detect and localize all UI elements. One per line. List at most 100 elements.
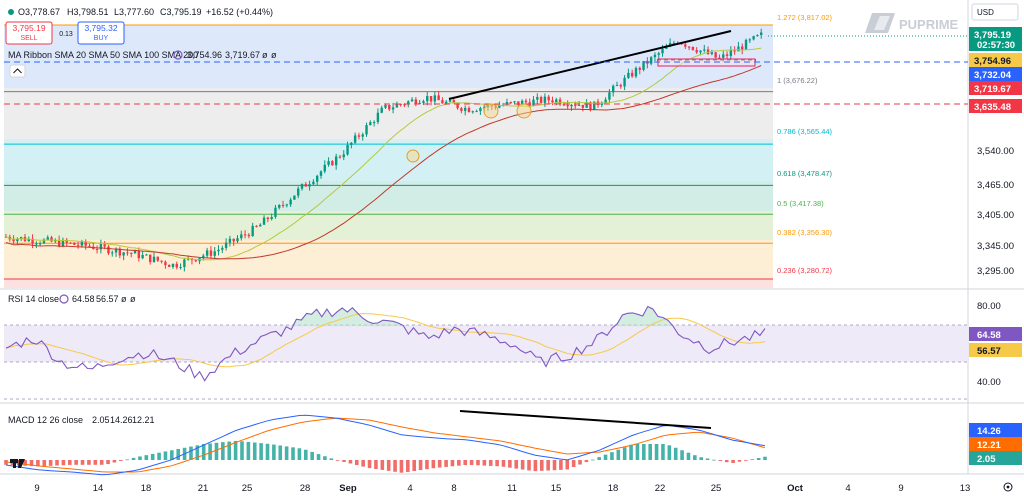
fib-label-05: 0.5 (3,417.38) <box>777 199 824 208</box>
sell-button[interactable]: 3,795.19 SELL <box>5 21 53 45</box>
macd-hist-bar <box>418 460 423 471</box>
macd-hist-bar <box>431 460 436 469</box>
settings-icon[interactable] <box>59 294 69 304</box>
macd-hist-bar <box>99 460 104 465</box>
resistance-trend-line[interactable] <box>448 30 732 100</box>
candle-body <box>232 238 235 242</box>
fib-label-0236: 0.236 (3,280.72) <box>777 266 833 275</box>
ma-slow-tag-value: 3,719.67 <box>974 84 1011 95</box>
candle-body <box>350 142 353 146</box>
candle-body <box>221 247 224 250</box>
candle-body <box>475 111 478 113</box>
candle-body <box>369 122 372 126</box>
macd-hist-bar <box>87 460 91 465</box>
brand-logo: PUPRIME <box>865 13 959 33</box>
macd-hist-bar <box>654 444 659 460</box>
candle-body <box>634 67 638 77</box>
macd-hist-bar <box>635 444 640 460</box>
rsi-value: 64.58 <box>72 294 95 304</box>
settings-icon[interactable] <box>173 50 183 60</box>
price-axis[interactable]: 3,620.00 3,540.00 3,465.00 3,405.00 3,34… <box>977 104 1014 277</box>
candle-body <box>422 101 425 103</box>
macd-hist-bar <box>227 441 232 460</box>
rsi-ma-tag-value: 56.57 <box>977 346 1001 357</box>
time-axis-label: 25 <box>242 483 253 494</box>
time-axis-label: 4 <box>407 483 412 494</box>
macd-hist-tag-value: 2.05 <box>977 454 996 465</box>
candle-body <box>353 135 357 143</box>
macd-hist-bar <box>578 460 582 465</box>
macd-hist-bar <box>527 460 531 471</box>
ohlc-change: +16.52 (+0.44%) <box>206 7 273 17</box>
price-axis-label: 3,465.00 <box>977 180 1014 191</box>
macd-hist-bar <box>131 457 136 460</box>
ma-slow-tag: 3,719.67 <box>969 81 1022 95</box>
collapse-icon[interactable] <box>9 64 26 78</box>
ma-legend[interactable]: MA Ribbon SMA 20 SMA 50 SMA 100 SMA 200 … <box>8 50 277 60</box>
candle-body <box>703 49 706 51</box>
macd-hist-bar <box>699 457 704 460</box>
currency-selector[interactable]: USD <box>971 3 1019 21</box>
macd-tag <box>969 423 1022 437</box>
candle-body <box>574 104 577 106</box>
candlesticks[interactable] <box>4 28 763 272</box>
rsi-legend[interactable]: RSI 14 close 64.58 56.57 ø ø <box>8 294 136 304</box>
macd-hist-bar <box>425 460 429 470</box>
macd-hist-bar <box>571 460 576 468</box>
time-axis[interactable]: 9 14 18 21 25 28 Sep 4 8 11 15 18 22 25 Oct 4 9 13 <box>34 483 970 494</box>
macd-divergence-line[interactable] <box>459 410 712 429</box>
candle-body <box>255 225 258 227</box>
candle-body <box>760 32 763 36</box>
candle-body <box>266 217 270 220</box>
candle-body <box>251 225 254 237</box>
macd-hist-bar <box>112 460 117 463</box>
candle-body <box>114 248 118 253</box>
candle-body <box>498 105 501 108</box>
highlight-circle[interactable] <box>516 103 532 119</box>
sell-label: SELL <box>20 35 37 42</box>
candle-body <box>710 52 714 55</box>
candle-body <box>31 238 34 244</box>
fib-bands <box>4 25 773 288</box>
macd-hist-bar <box>673 447 678 460</box>
candle-body <box>141 254 144 259</box>
candle-body <box>327 161 330 165</box>
candle-body <box>361 134 364 137</box>
candle-body <box>357 135 361 137</box>
fib-label-0618: 0.618 (3,478.47) <box>777 169 833 178</box>
macd-hist-bar <box>406 460 410 472</box>
candle-body <box>133 250 137 254</box>
macd-hist-bar <box>476 460 480 466</box>
macd-hist-bar <box>163 451 168 460</box>
rsi-value-3: ø <box>121 294 127 304</box>
macd-hist-bar <box>399 460 404 473</box>
candle-body <box>278 205 281 208</box>
candle-body <box>665 46 668 49</box>
fib-band-1272 <box>4 25 773 88</box>
candle-body <box>183 259 186 268</box>
macd-hist-bar <box>272 444 276 460</box>
candle-body <box>695 49 698 53</box>
time-axis-settings-icon[interactable] <box>1003 482 1013 492</box>
macd-hist-bar <box>552 460 557 471</box>
macd-hist-bar <box>457 460 461 466</box>
candle-body <box>149 254 152 263</box>
candle-body <box>300 183 304 189</box>
candle-body <box>585 102 588 108</box>
highlight-circle[interactable] <box>406 149 420 163</box>
candle-body <box>589 102 592 111</box>
highlight-circle[interactable] <box>483 103 499 119</box>
buy-button[interactable]: 3,795.32 BUY <box>77 21 125 45</box>
time-axis-label: Oct <box>787 483 804 494</box>
macd-legend[interactable]: MACD 12 26 close 2.05 14.26 12.21 <box>8 415 155 425</box>
macd-hist-bar <box>520 460 525 470</box>
ma-value-1: 3,754.96 <box>187 50 222 60</box>
blue-level-tag: 3,732.04 <box>969 67 1022 81</box>
candle-body <box>623 77 626 87</box>
macd-hist-bar <box>712 459 716 461</box>
candle-body <box>156 256 159 261</box>
candle-body <box>270 216 273 220</box>
macd-hist-bar <box>42 460 47 467</box>
macd-hist-value: 2.05 <box>92 415 110 425</box>
